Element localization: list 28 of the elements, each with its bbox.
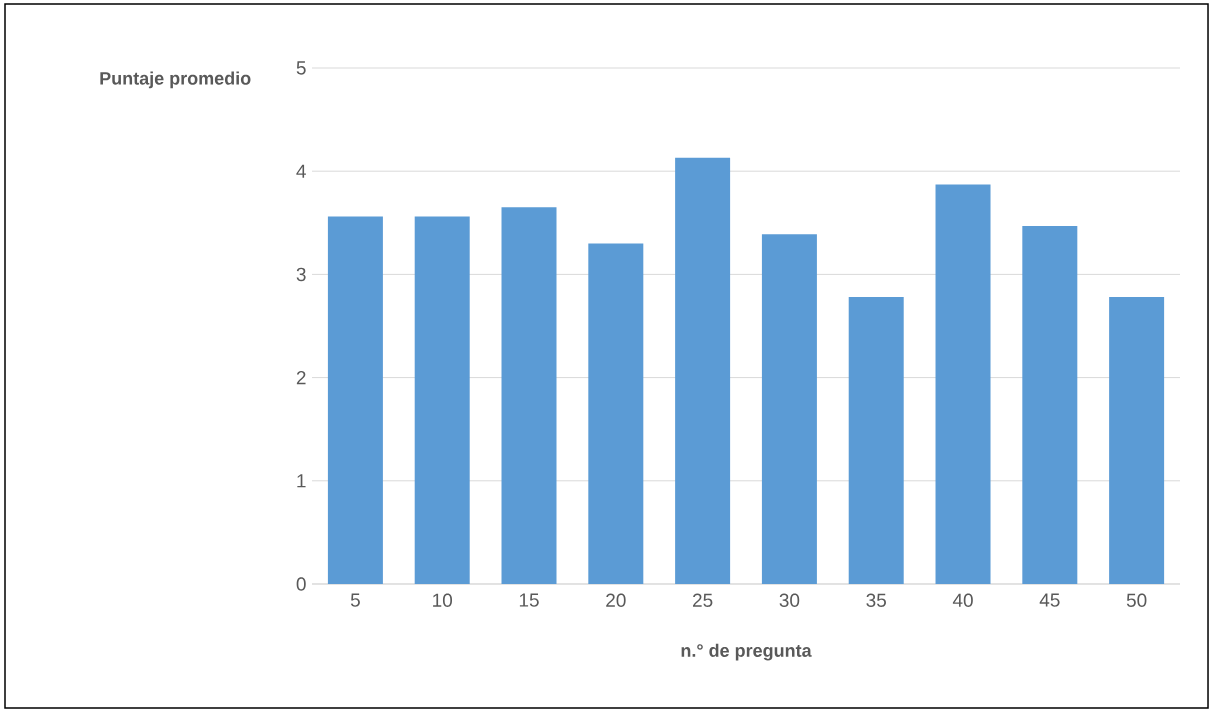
y-tick-label: 0 xyxy=(296,577,306,591)
bar xyxy=(848,297,904,584)
bar xyxy=(761,234,817,584)
x-tick-label: 5 xyxy=(350,593,360,607)
x-tick-label: 30 xyxy=(779,593,800,607)
bar xyxy=(675,157,731,584)
y-tick-label: 2 xyxy=(296,370,306,385)
bar xyxy=(414,216,470,584)
bar xyxy=(1109,297,1165,584)
x-tick-label: 50 xyxy=(1126,593,1147,607)
x-tick-label: 45 xyxy=(1039,593,1060,607)
x-tick-label: 40 xyxy=(952,593,973,607)
y-tick-label: 5 xyxy=(296,61,306,75)
bar xyxy=(501,207,557,584)
x-axis-title: n.° de pregunta xyxy=(681,643,812,661)
x-tick-label: 10 xyxy=(433,593,453,607)
x-tick-label: 25 xyxy=(693,593,713,607)
bar xyxy=(1022,225,1078,584)
y-axis-title: Puntaje promedio xyxy=(100,71,251,89)
y-tick-label: 4 xyxy=(296,164,306,178)
x-tick-label: 35 xyxy=(866,593,886,607)
bar xyxy=(588,243,644,584)
x-tick-label: 15 xyxy=(519,593,539,607)
y-tick-label: 3 xyxy=(296,267,306,282)
y-tick-label: 1 xyxy=(297,474,306,488)
bar xyxy=(935,184,991,584)
x-tick-label: 20 xyxy=(606,593,626,607)
bar xyxy=(327,216,383,584)
